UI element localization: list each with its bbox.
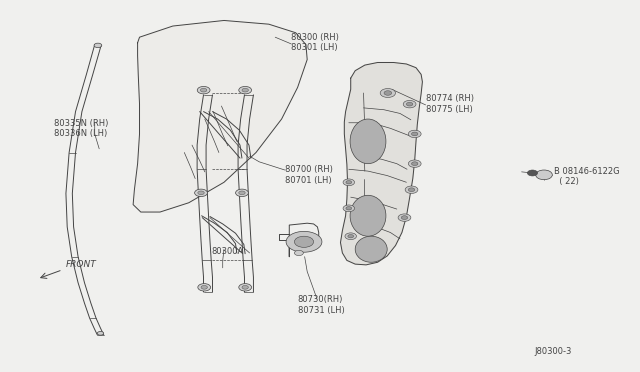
Ellipse shape: [355, 236, 387, 262]
Text: 80700 (RH)
80701 (LH): 80700 (RH) 80701 (LH): [285, 165, 333, 185]
Text: 80730(RH)
80731 (LH): 80730(RH) 80731 (LH): [298, 295, 344, 315]
Circle shape: [527, 170, 538, 176]
Circle shape: [412, 162, 418, 166]
Circle shape: [195, 189, 207, 196]
Circle shape: [346, 206, 352, 210]
Circle shape: [239, 86, 252, 94]
Circle shape: [405, 186, 418, 193]
Text: 80300A: 80300A: [211, 247, 243, 256]
Circle shape: [408, 130, 421, 138]
Ellipse shape: [350, 195, 386, 236]
Circle shape: [384, 91, 392, 95]
Circle shape: [343, 179, 355, 186]
Circle shape: [198, 283, 211, 291]
Circle shape: [200, 88, 207, 92]
Circle shape: [242, 88, 248, 92]
Circle shape: [536, 170, 552, 180]
Circle shape: [398, 214, 411, 221]
Circle shape: [408, 188, 415, 192]
Circle shape: [239, 191, 245, 195]
Polygon shape: [133, 20, 307, 212]
Circle shape: [198, 191, 204, 195]
Circle shape: [294, 236, 314, 247]
Circle shape: [94, 43, 102, 48]
Text: 80300 (RH)
80301 (LH): 80300 (RH) 80301 (LH): [291, 33, 339, 52]
Circle shape: [412, 132, 418, 136]
Circle shape: [346, 180, 352, 184]
Circle shape: [239, 283, 252, 291]
Circle shape: [236, 189, 248, 196]
Circle shape: [201, 285, 207, 289]
Circle shape: [406, 102, 413, 106]
Circle shape: [286, 231, 322, 252]
Circle shape: [197, 86, 210, 94]
Text: B 08146-6122G
  ( 22): B 08146-6122G ( 22): [554, 167, 620, 186]
Text: J80300-3: J80300-3: [534, 347, 572, 356]
Ellipse shape: [350, 119, 386, 164]
Text: FRONT: FRONT: [65, 260, 96, 269]
Text: 80335N (RH)
80336N (LH): 80335N (RH) 80336N (LH): [54, 119, 109, 138]
Circle shape: [408, 160, 421, 167]
Circle shape: [401, 216, 408, 219]
Circle shape: [348, 234, 354, 238]
Text: 80774 (RH)
80775 (LH): 80774 (RH) 80775 (LH): [426, 94, 474, 114]
Polygon shape: [340, 62, 422, 265]
Circle shape: [294, 250, 303, 256]
Circle shape: [345, 233, 356, 240]
Circle shape: [343, 205, 355, 212]
Circle shape: [242, 285, 248, 289]
Circle shape: [403, 100, 416, 108]
Circle shape: [97, 331, 104, 335]
Circle shape: [380, 89, 396, 97]
